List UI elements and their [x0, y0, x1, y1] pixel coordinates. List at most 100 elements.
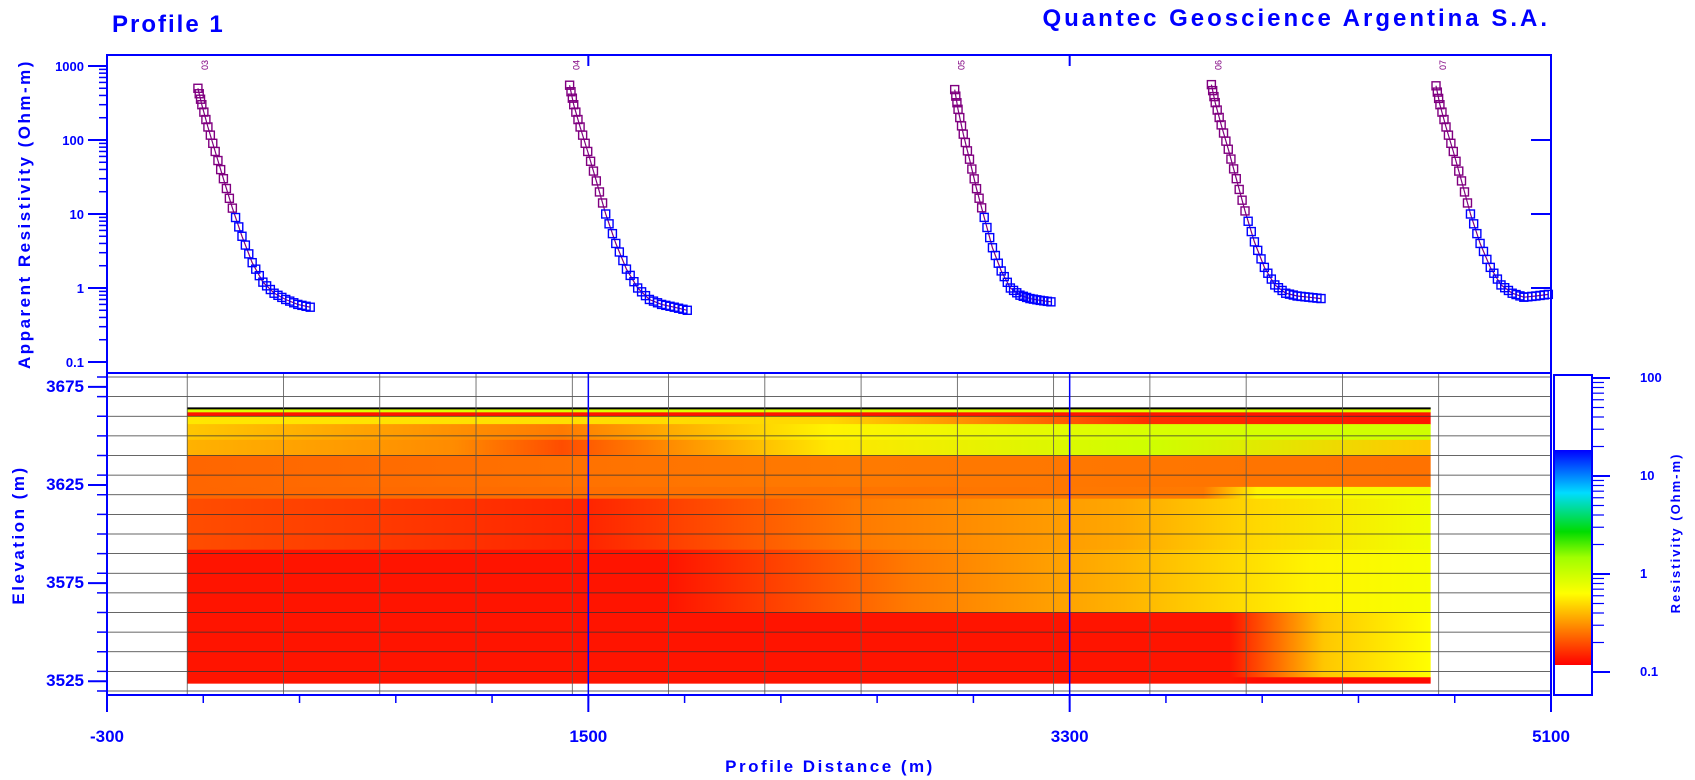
data-point: [1231, 173, 1241, 184]
resistivity-layer: [187, 412, 1431, 417]
bottom-y-tick-label: 3625: [46, 475, 84, 494]
data-point: [597, 198, 608, 208]
resistivity-colorbar: 100 10 1 0.1 Resistivity (Ohm-m): [1553, 370, 1683, 696]
data-point: [210, 146, 220, 157]
data-point: [240, 240, 251, 250]
data-point: [1459, 187, 1470, 197]
data-point: [1207, 85, 1218, 96]
resistivity-layer: [187, 408, 1431, 413]
data-point: [1002, 277, 1013, 288]
resistivity-layer: [187, 677, 1431, 684]
data-point: [1451, 156, 1461, 166]
resistivity-layer: [187, 549, 1431, 613]
data-point: [564, 80, 575, 90]
sounding-curve: 03: [193, 60, 315, 312]
data-point: [1228, 164, 1239, 174]
resistivity-layer: [187, 455, 1431, 488]
sounding-label: 05: [957, 60, 967, 70]
sounding-label: 04: [572, 60, 582, 70]
colorbar-label: Resistivity (Ohm-m): [1668, 453, 1683, 614]
colorbar-tick-label: 1: [1640, 566, 1647, 581]
profile-title: Profile 1: [112, 11, 225, 38]
data-point: [974, 193, 984, 203]
data-point: [607, 228, 618, 239]
data-point: [1316, 293, 1326, 304]
data-point: [1431, 81, 1441, 91]
data-point: [1237, 195, 1247, 205]
data-point: [218, 173, 229, 184]
sounding-curve: 07: [1431, 60, 1554, 302]
sounding-line: [569, 85, 688, 311]
top-y-axis-label: Apparent Resistivity (Ohm-m): [15, 59, 34, 369]
data-point: [215, 164, 226, 175]
data-point: [221, 183, 232, 194]
colorbar-ticks: 100 10 1 0.1: [1592, 370, 1662, 679]
bottom-y-tick-label: 3575: [46, 573, 84, 592]
data-point: [305, 302, 315, 312]
top-panel-frame: [106, 54, 1552, 374]
sounding-line: [197, 88, 311, 308]
data-point: [237, 231, 247, 241]
data-point: [567, 93, 578, 103]
data-point: [682, 305, 692, 315]
data-point: [979, 212, 989, 223]
data-point: [1448, 146, 1458, 157]
data-point: [1240, 206, 1250, 216]
colorbar-tick-label: 0.1: [1640, 664, 1658, 679]
data-point: [982, 222, 992, 233]
top-y-tick-label: 1: [77, 281, 84, 296]
top-x-ticks: [587, 55, 1071, 66]
data-point: [969, 174, 979, 184]
data-point: [999, 271, 1009, 282]
data-point: [1432, 87, 1443, 97]
top-y-tick-label: 100: [62, 133, 84, 148]
data-point: [213, 155, 223, 166]
sounding-label: 06: [1213, 60, 1223, 70]
top-y-tick-labels: 1000 100 10 1 0.1: [55, 59, 84, 370]
sounding-label: 03: [200, 60, 210, 70]
colorbar-tick-label: 10: [1640, 468, 1654, 483]
data-point: [1543, 289, 1554, 300]
data-point: [1246, 226, 1256, 237]
data-point: [951, 91, 961, 101]
sounding-label: 07: [1438, 60, 1448, 70]
data-point: [195, 94, 206, 104]
colorbar-tick-label: 100: [1640, 370, 1662, 385]
data-point: [967, 164, 977, 174]
sounding-line: [1435, 85, 1549, 298]
section-grid: [107, 373, 1551, 695]
top-y-tick-label: 0.1: [66, 355, 84, 370]
data-point: [1223, 144, 1233, 154]
data-point: [224, 193, 235, 204]
resistivity-layer: [187, 612, 1431, 678]
x-tick-label: 1500: [569, 727, 607, 746]
data-point: [583, 146, 593, 157]
company-name: Quantec Geoscience Argentina S.A.: [1042, 5, 1550, 32]
colorbar-frame: [1553, 374, 1593, 696]
data-point: [234, 222, 244, 232]
data-point: [1456, 176, 1467, 186]
resistivity-layer: [187, 416, 1431, 425]
sounding-curve: 05: [949, 60, 1056, 307]
data-point: [1234, 184, 1244, 195]
data-point: [594, 187, 605, 197]
sounding-curve: 06: [1206, 60, 1326, 304]
resistivity-layer: [187, 424, 1431, 441]
x-tick-label: 3300: [1051, 727, 1089, 746]
data-point: [1226, 154, 1236, 164]
data-point: [1209, 91, 1219, 102]
resistivity-layer: [187, 439, 1431, 456]
top-y-tick-label: 10: [70, 207, 84, 222]
data-point: [976, 203, 987, 213]
data-point: [1468, 219, 1479, 229]
x-axis-label: Profile Distance (m): [725, 757, 935, 776]
data-point: [1206, 79, 1217, 90]
data-point: [1465, 209, 1476, 219]
data-point: [244, 249, 254, 259]
data-point: [1008, 285, 1019, 296]
data-point: [230, 212, 241, 223]
resistivity-layer: [187, 498, 1431, 551]
data-point: [193, 83, 203, 93]
bottom-y-tick-label: 3675: [46, 377, 84, 396]
data-point: [952, 98, 962, 108]
